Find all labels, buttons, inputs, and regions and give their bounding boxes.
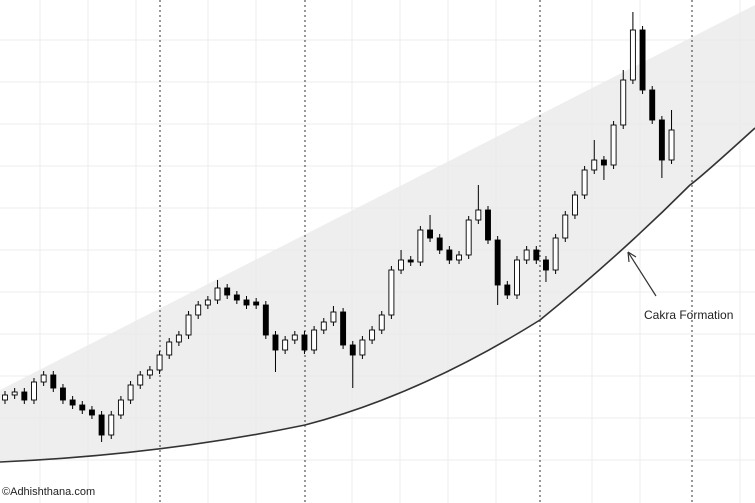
candle-body <box>156 354 163 371</box>
candle-body <box>514 259 520 296</box>
candle-body <box>417 229 424 263</box>
candle-body <box>301 334 308 351</box>
candle-body <box>31 381 37 401</box>
candle-body <box>533 249 540 261</box>
candle-body <box>214 287 221 301</box>
candle-body <box>610 124 617 166</box>
candle-body <box>649 89 656 121</box>
annotation: Cakra Formation <box>644 308 733 322</box>
candle-body <box>243 299 250 306</box>
candle-body <box>629 29 636 81</box>
candle-body <box>50 374 57 389</box>
candle-body <box>369 329 376 341</box>
candle-body <box>427 229 433 239</box>
candle-body <box>21 391 28 401</box>
candle-body <box>195 304 202 316</box>
candle-body <box>69 399 76 406</box>
candle-body <box>340 311 347 346</box>
candle-body <box>543 259 549 271</box>
candle-body <box>456 254 462 261</box>
candle-body <box>291 334 298 341</box>
candle-body <box>639 29 646 91</box>
candle-body <box>562 214 569 239</box>
candle-body <box>398 259 405 271</box>
candle-body <box>359 339 366 356</box>
arrow-head <box>627 251 637 263</box>
candle-body <box>185 314 192 336</box>
candle-body <box>204 299 211 306</box>
candle-body <box>2 394 8 401</box>
candle-body <box>600 159 607 166</box>
candles <box>2 12 675 442</box>
candle-body <box>253 301 260 306</box>
candle-body <box>658 119 665 161</box>
candle-body <box>127 384 134 401</box>
candle-body <box>137 374 144 386</box>
candle-body <box>88 409 95 416</box>
candle-body <box>282 339 289 351</box>
channel-lower-curve <box>0 127 755 463</box>
candle-body <box>262 304 269 336</box>
candle-body <box>117 399 124 416</box>
candle-body <box>407 259 414 263</box>
candle-body <box>311 329 318 351</box>
candle-body <box>436 237 443 251</box>
candle-body <box>446 249 453 261</box>
candle-body <box>571 194 578 216</box>
candle-body <box>330 311 337 323</box>
candle-body <box>320 321 327 331</box>
candle-body <box>552 237 559 271</box>
candle-body <box>175 334 182 343</box>
candle-body <box>40 374 47 383</box>
candle-body <box>60 387 66 401</box>
candle-body <box>388 269 395 316</box>
candle-body <box>79 404 86 411</box>
candle-body <box>523 249 530 261</box>
candle-body <box>146 369 153 376</box>
candle-body <box>224 287 231 296</box>
candle-body <box>668 129 675 161</box>
watermark: ©Adhishthana.com <box>2 486 95 498</box>
candle-body <box>166 341 173 356</box>
candle-body <box>475 209 482 221</box>
candle-body <box>591 159 598 171</box>
arrow-shaft <box>627 251 657 297</box>
candle-body <box>11 391 18 396</box>
candle-body <box>378 314 385 331</box>
candle-body <box>98 414 105 436</box>
candle-body <box>494 239 501 286</box>
candle-body <box>233 294 240 301</box>
candle-body <box>620 79 627 126</box>
candle-body <box>465 219 472 256</box>
candle-body <box>581 169 588 196</box>
candle-body <box>272 334 279 351</box>
channel-fill <box>0 5 755 462</box>
candle-body <box>485 209 491 241</box>
candle-body <box>108 414 115 436</box>
candle-body <box>349 344 356 356</box>
candle-body <box>504 284 511 296</box>
